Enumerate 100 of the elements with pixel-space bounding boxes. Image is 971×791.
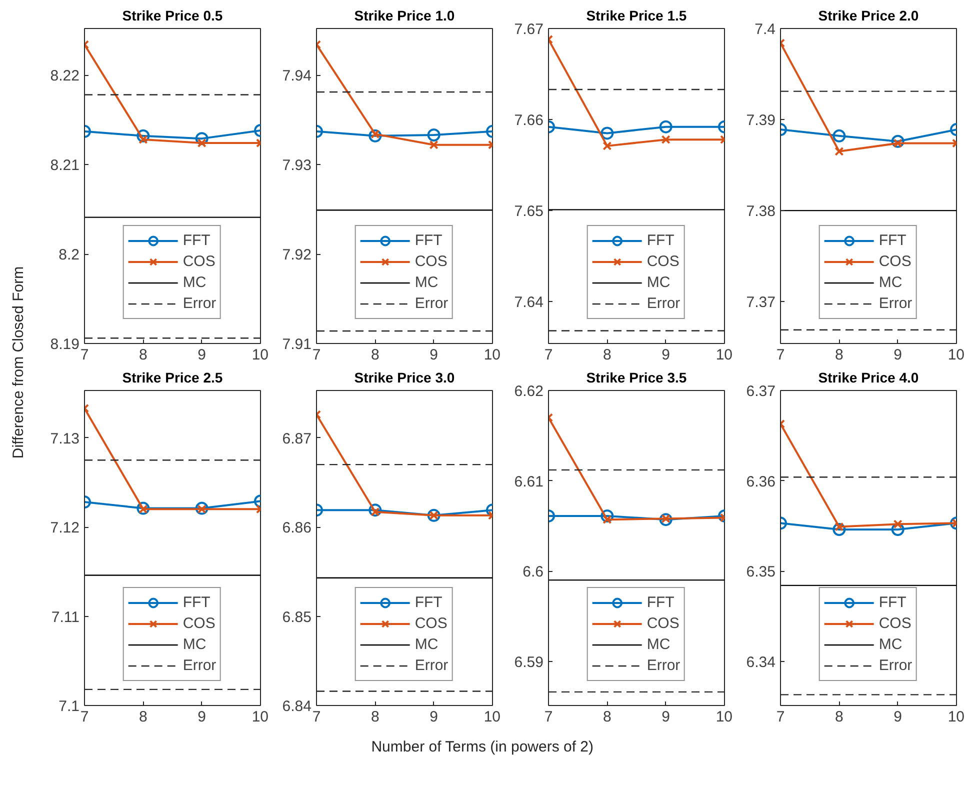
x-tick-label: 10	[252, 346, 269, 364]
chart-title: Strike Price 1.0	[354, 8, 455, 24]
chart-title: Strike Price 3.5	[586, 370, 687, 386]
legend-label: Error	[878, 294, 912, 314]
x-tick-label: 10	[948, 346, 965, 364]
legend-label: COS	[414, 252, 448, 272]
legend-label: COS	[878, 252, 912, 272]
y-tick-label: 7.38	[746, 203, 776, 220]
x-tick-label: 8	[370, 346, 380, 364]
y-tick-label: 7.4	[754, 21, 776, 38]
x-tick-label: 8	[138, 346, 148, 364]
legend-label: COS	[182, 614, 216, 634]
x-tick-label: 9	[198, 708, 206, 726]
legend-label: MC	[878, 635, 902, 655]
y-tick-label: 7.12	[50, 520, 80, 537]
x-tick-label: 7	[776, 346, 785, 364]
x-tick-label: 7	[544, 708, 553, 726]
x-tick-label: 9	[894, 346, 902, 364]
y-tick-label: 6.87	[282, 430, 312, 448]
legend-label: FFT	[182, 231, 210, 251]
y-tick-label: 7.1	[58, 698, 80, 715]
y-tick-label: 7.39	[746, 112, 776, 130]
legend-label: Error	[646, 656, 680, 676]
x-tick-label: 7	[80, 346, 89, 364]
legend-label: FFT	[646, 593, 674, 613]
x-tick-label: 9	[662, 708, 670, 726]
y-tick-label: 7.65	[514, 203, 544, 220]
legend-label: FFT	[414, 593, 442, 613]
legend-label: Error	[182, 294, 216, 314]
legend-label: COS	[646, 614, 680, 634]
x-tick-label: 9	[430, 346, 438, 364]
x-tick-label: 7	[80, 708, 89, 726]
y-tick-label: 7.67	[514, 21, 544, 38]
chart-title: Strike Price 2.0	[818, 8, 919, 24]
y-tick-label: 7.93	[282, 157, 312, 174]
y-tick-label: 7.91	[282, 336, 312, 353]
x-tick-label: 9	[430, 708, 438, 726]
legend-label: COS	[414, 614, 448, 634]
chart-title: Strike Price 3.0	[354, 370, 455, 386]
legend-label: FFT	[878, 593, 906, 613]
y-tick-label: 8.19	[50, 336, 80, 353]
legend-label: MC	[182, 273, 206, 293]
y-tick-label: 6.35	[746, 564, 776, 581]
legend-label: MC	[414, 635, 438, 655]
x-tick-label: 9	[662, 346, 670, 364]
y-tick-label: 6.84	[282, 698, 312, 715]
legend-label: Error	[646, 294, 680, 314]
x-tick-label: 10	[716, 346, 733, 364]
x-tick-label: 8	[370, 708, 380, 726]
legend-label: MC	[878, 273, 902, 293]
chart-title: Strike Price 4.0	[818, 370, 919, 386]
y-tick-label: 6.6	[522, 564, 544, 581]
y-tick-label: 7.37	[746, 294, 776, 312]
x-tick-label: 7	[776, 708, 785, 726]
y-tick-label: 8.22	[50, 68, 80, 85]
x-tick-label: 10	[484, 708, 501, 726]
y-tick-label: 6.34	[746, 654, 776, 671]
y-tick-label: 6.36	[746, 473, 776, 490]
y-tick-label: 7.94	[282, 68, 312, 85]
legend-label: COS	[182, 252, 216, 272]
legend-label: MC	[646, 635, 670, 655]
y-tick-label: 7.92	[282, 246, 312, 264]
y-tick-label: 7.13	[50, 430, 80, 448]
x-tick-label: 8	[834, 346, 844, 364]
x-tick-label: 8	[834, 708, 844, 726]
legend-label: MC	[414, 273, 438, 293]
legend-label: MC	[182, 635, 206, 655]
x-tick-label: 7	[312, 708, 321, 726]
x-tick-label: 8	[138, 708, 148, 726]
y-tick-label: 6.61	[514, 473, 544, 490]
y-tick-label: 6.59	[514, 654, 544, 671]
y-tick-label: 6.85	[282, 608, 312, 626]
x-tick-label: 10	[484, 346, 501, 364]
y-tick-label: 6.37	[746, 383, 776, 400]
legend-label: FFT	[414, 231, 442, 251]
y-tick-label: 8.2	[58, 246, 80, 264]
legend-label: COS	[878, 614, 912, 634]
legend-label: Error	[182, 656, 216, 676]
legend-label: FFT	[878, 231, 906, 251]
x-tick-label: 9	[198, 346, 206, 364]
x-tick-label: 8	[602, 346, 612, 364]
x-tick-label: 7	[312, 346, 321, 364]
y-tick-label: 7.66	[514, 112, 544, 130]
legend-label: FFT	[182, 593, 210, 613]
x-axis-title: Number of Terms (in powers of 2)	[371, 738, 594, 756]
y-tick-label: 7.11	[51, 608, 80, 626]
y-tick-label: 8.21	[50, 157, 80, 174]
x-tick-label: 10	[252, 708, 269, 726]
x-tick-label: 10	[716, 708, 733, 726]
x-tick-label: 8	[602, 708, 612, 726]
y-tick-label: 7.64	[514, 294, 544, 312]
y-tick-label: 6.86	[282, 520, 312, 537]
x-tick-label: 10	[948, 708, 965, 726]
legend-label: Error	[878, 656, 912, 676]
y-tick-label: 6.62	[514, 383, 544, 400]
legend-label: MC	[646, 273, 670, 293]
chart-title: Strike Price 2.5	[122, 370, 223, 386]
x-tick-label: 7	[544, 346, 553, 364]
legend-label: COS	[646, 252, 680, 272]
legend-label: Error	[414, 294, 448, 314]
